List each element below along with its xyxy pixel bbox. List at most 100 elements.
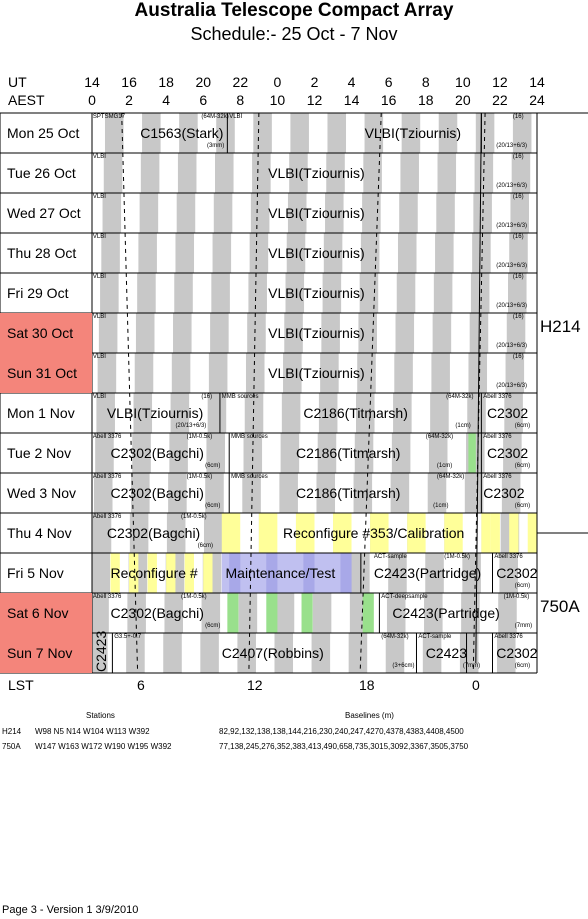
config-label-h214: H214: [540, 317, 581, 336]
ut-tick: 20: [195, 74, 212, 90]
aest-tick: 4: [162, 92, 171, 108]
block-label: C2186(Titmarsh): [295, 445, 401, 461]
lst-band: [140, 153, 160, 193]
ut-tick: 12: [492, 74, 508, 90]
reconfig-stripe: [509, 513, 519, 553]
block-tag: (6cm): [197, 543, 214, 549]
lst-band: [473, 193, 492, 233]
lst-band: [101, 233, 120, 273]
reconfig-stripe: [314, 513, 334, 553]
lst-band: [142, 113, 161, 153]
lst-band: [242, 473, 261, 513]
lst-band: [287, 193, 307, 233]
block-tag: Abell 3376: [92, 514, 122, 520]
lst-band: [168, 473, 187, 513]
block-tag: (20/13+6/3): [496, 223, 528, 229]
block-tag: (1cm): [433, 503, 449, 509]
ut-tick: 0: [273, 74, 282, 90]
aest-tick: 10: [269, 92, 286, 108]
day-label: Thu 28 Oct: [7, 245, 77, 261]
block-tag: (1M-0.5k): [181, 594, 207, 600]
lst-band: [284, 313, 303, 353]
day-label: Wed 3 Nov: [7, 485, 76, 501]
lst-band: [206, 433, 225, 473]
lst-band: [425, 553, 444, 593]
lst-band: [200, 633, 219, 673]
block-tag: (64M-32k): [436, 474, 465, 480]
lst-band: [393, 393, 412, 433]
lst-band: [211, 273, 230, 313]
block-tag: (64M-32k): [425, 434, 454, 440]
reconfig-stripe: [203, 553, 213, 593]
lst-band: [175, 233, 195, 273]
lst-band: [322, 273, 342, 313]
block-tag: (3+6cm): [392, 663, 415, 669]
lst-band: [279, 473, 298, 513]
lst-band: [395, 313, 415, 353]
block-tag: (64M-32k): [381, 634, 409, 640]
lst-band: [171, 353, 191, 393]
lst-band: [103, 153, 123, 193]
block-label: VLBI(Tziournis): [268, 245, 365, 261]
lst-band: [512, 113, 532, 153]
lst-band: [505, 353, 525, 393]
maintenance-stripe: [229, 553, 241, 593]
lst-band: [317, 433, 337, 473]
lst-band: [285, 273, 305, 313]
lst-band: [430, 393, 449, 433]
block-tag: (6cm): [514, 423, 531, 429]
block-tag: (20/13+6/3): [496, 383, 528, 389]
lst-band: [363, 153, 382, 193]
lst-band: [129, 513, 149, 553]
block-tag: Abell 3376: [494, 554, 523, 560]
reconfig-stripe: [490, 513, 500, 553]
lst-band: [501, 473, 521, 513]
lst-band: [97, 353, 117, 393]
day-label: Mon 1 Nov: [7, 405, 75, 421]
block-tag: G3.5+-0.7: [114, 634, 142, 640]
lst-band: [424, 593, 443, 633]
day-label: Fri 5 Nov: [7, 565, 64, 581]
block-tag: (16): [512, 154, 524, 160]
block-label: VLBI(Tziournis): [268, 365, 365, 381]
lst-band: [248, 273, 267, 313]
day-label: Sat 6 Nov: [0, 593, 92, 633]
reconfig-stripe: [333, 513, 352, 553]
block-label: VLBI(Tziournis): [268, 205, 365, 221]
day-label: Sun 7 Nov: [0, 633, 92, 673]
aest-tick: 12: [306, 92, 323, 108]
config-label-750a: 750A: [540, 597, 580, 616]
lst-band: [92, 513, 112, 553]
reconfig-stripe: [527, 513, 537, 553]
lst-band: [163, 633, 182, 673]
footer-baselines-750a: 77,138,245,276,352,383,413,490,658,735,3…: [219, 742, 469, 751]
ut-tick: 4: [347, 74, 356, 90]
block-tag: (16): [201, 394, 213, 400]
lst-band: [509, 233, 528, 273]
reconfig-stripe: [370, 513, 389, 553]
block-tag: Abell 3376: [92, 594, 122, 600]
aest-label: AEST: [8, 92, 45, 108]
lst-tick-6: 6: [137, 677, 145, 693]
lst-band: [401, 113, 421, 153]
lst-band: [394, 353, 413, 393]
lst-band: [290, 113, 309, 153]
lst-line: [121, 112, 139, 674]
reconfig-stripe: [240, 513, 259, 553]
block-tag: (7mm): [462, 663, 481, 669]
green-stripe: [301, 593, 313, 633]
lst-band: [174, 273, 193, 313]
lst-band: [247, 313, 266, 353]
ut-tick: 8: [421, 74, 430, 90]
lst-band: [177, 153, 197, 193]
block-tag: (1cm): [436, 463, 453, 469]
block-tag: (20/13+6/3): [175, 423, 207, 429]
lst-band: [388, 553, 407, 593]
lst-band: [321, 313, 340, 353]
lst-band: [311, 633, 331, 673]
footer-stations-h214: W98 N5 N14 W104 W113 W392: [35, 727, 150, 736]
reconfig-stripe: [407, 513, 426, 553]
block-tag: VLBI: [92, 354, 106, 360]
lst-band: [245, 353, 265, 393]
aest-tick: 6: [199, 92, 208, 108]
